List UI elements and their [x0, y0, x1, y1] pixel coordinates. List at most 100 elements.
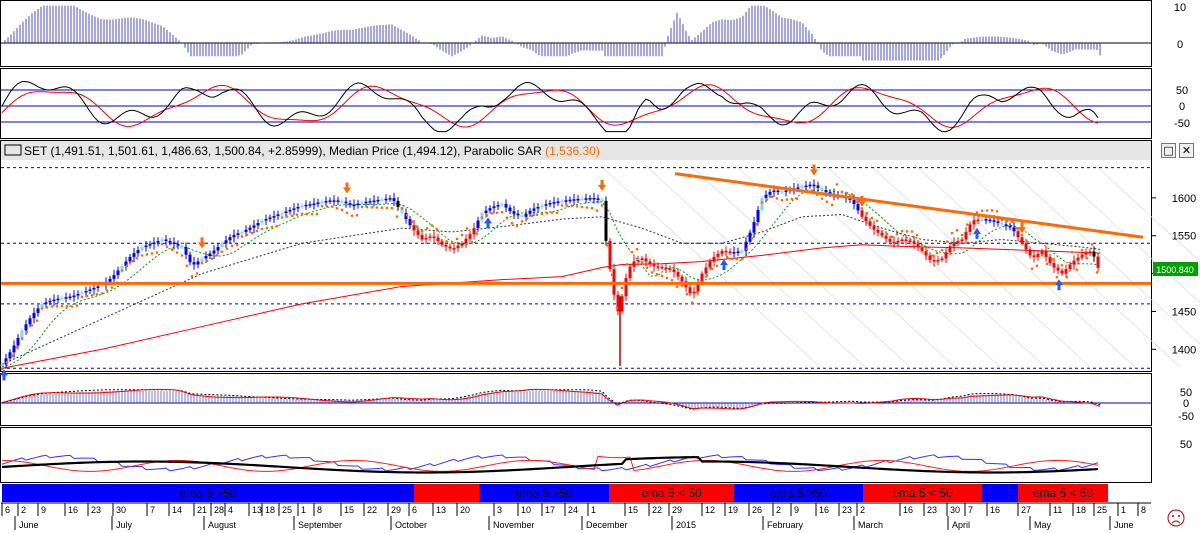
day-label: 8	[317, 505, 322, 515]
candle-body	[652, 264, 656, 267]
diagonal-grid-line	[1004, 164, 1200, 345]
sar-dot	[195, 272, 199, 275]
day-label: 29	[672, 505, 682, 515]
candle-body	[1092, 251, 1096, 257]
sar-dot	[295, 213, 299, 217]
histogram-tick-label: 10	[1174, 2, 1186, 14]
sar-dot	[1025, 240, 1029, 243]
candle-body	[120, 266, 124, 271]
sar-dot	[365, 205, 369, 209]
candle-body	[212, 250, 216, 254]
sar-dot	[110, 286, 114, 289]
buy-arrow-icon	[973, 227, 981, 239]
day-label: 15	[628, 505, 638, 515]
macd-signal-line	[1, 388, 1101, 410]
month-label: October	[395, 520, 427, 530]
candle-body	[204, 256, 208, 259]
day-label: 23	[842, 505, 852, 515]
buy-arrow-icon	[1055, 279, 1063, 291]
sar-dot	[1060, 263, 1064, 267]
candle-body	[712, 256, 716, 262]
candle-body	[720, 250, 724, 254]
sar-dot	[890, 235, 894, 239]
candle-body	[860, 210, 864, 217]
price-tick-label: 1600	[1172, 193, 1196, 205]
day-label: 23	[927, 505, 937, 515]
sar-dot	[920, 245, 924, 248]
day-label: 4	[228, 505, 233, 515]
sar-dot	[775, 197, 779, 200]
candle-body	[856, 204, 860, 211]
sar-dot	[950, 231, 954, 235]
sar-dot	[170, 248, 174, 252]
candle-body	[408, 219, 412, 226]
header-sar-label: Parabolic SAR	[464, 144, 545, 158]
sar-dot	[785, 198, 789, 201]
candle-body	[8, 352, 12, 359]
candle-body	[1084, 253, 1088, 255]
sar-dot	[870, 216, 874, 220]
candle-body	[112, 275, 116, 279]
sad-face-icon[interactable]	[1167, 509, 1185, 527]
candle-body	[4, 358, 8, 365]
candle-body	[632, 261, 636, 267]
sar-dot	[220, 250, 224, 253]
day-label: 13	[436, 505, 446, 515]
candle-body	[1080, 254, 1084, 258]
candle-body	[300, 205, 304, 207]
regime-segment	[734, 484, 863, 502]
candle-body	[248, 227, 252, 230]
candle-body	[560, 200, 564, 203]
candle-body	[452, 248, 456, 250]
candle-body	[1060, 270, 1064, 274]
sar-dot	[390, 206, 394, 210]
candle-body	[884, 235, 888, 239]
candle-body	[52, 299, 56, 302]
candle-body	[176, 244, 180, 246]
sar-dot	[1040, 254, 1044, 257]
resistance-trendline	[674, 172, 1144, 239]
candle-body	[1012, 227, 1016, 232]
sar-dot	[675, 285, 679, 288]
sar-dot	[575, 205, 579, 208]
candle-body	[952, 242, 956, 247]
day-label: 29	[391, 505, 401, 515]
day-label: 6	[5, 505, 10, 515]
sar-dot	[350, 214, 354, 217]
macd-panel	[1, 388, 1151, 410]
sar-dot	[820, 197, 824, 200]
candle-body	[676, 272, 680, 277]
sar-dot	[340, 208, 344, 212]
sar-dot	[935, 251, 939, 255]
day-label: 16	[990, 505, 1000, 515]
sar-dot	[375, 206, 379, 209]
candle-body	[276, 214, 280, 217]
sar-dot	[405, 213, 409, 217]
long-ma-line	[1, 244, 1101, 369]
sar-dot	[840, 190, 844, 194]
candle-body	[692, 291, 696, 294]
candle-body	[16, 337, 20, 346]
regime-segment	[609, 484, 734, 502]
candle-body	[36, 308, 40, 313]
maximize-button[interactable]: □	[1161, 143, 1176, 158]
close-button[interactable]: ✕	[1179, 143, 1194, 158]
sar-dot	[255, 229, 259, 233]
sar-dot	[490, 212, 494, 215]
candle-body	[220, 243, 224, 247]
sar-dot	[50, 305, 54, 308]
candle-body	[268, 217, 272, 220]
candle-body	[24, 324, 28, 331]
candle-body	[504, 203, 508, 208]
sar-dot	[1015, 227, 1019, 230]
sar-dot	[205, 259, 209, 263]
sar-dot	[240, 235, 244, 238]
candle-body	[940, 258, 944, 260]
candle-body	[772, 190, 776, 193]
sar-dot	[535, 213, 539, 217]
candle-body	[364, 201, 368, 204]
day-label: 18	[265, 505, 275, 515]
candle-body	[748, 232, 752, 242]
month-label: February	[767, 520, 804, 530]
diagonal-grid-line	[1094, 164, 1200, 262]
